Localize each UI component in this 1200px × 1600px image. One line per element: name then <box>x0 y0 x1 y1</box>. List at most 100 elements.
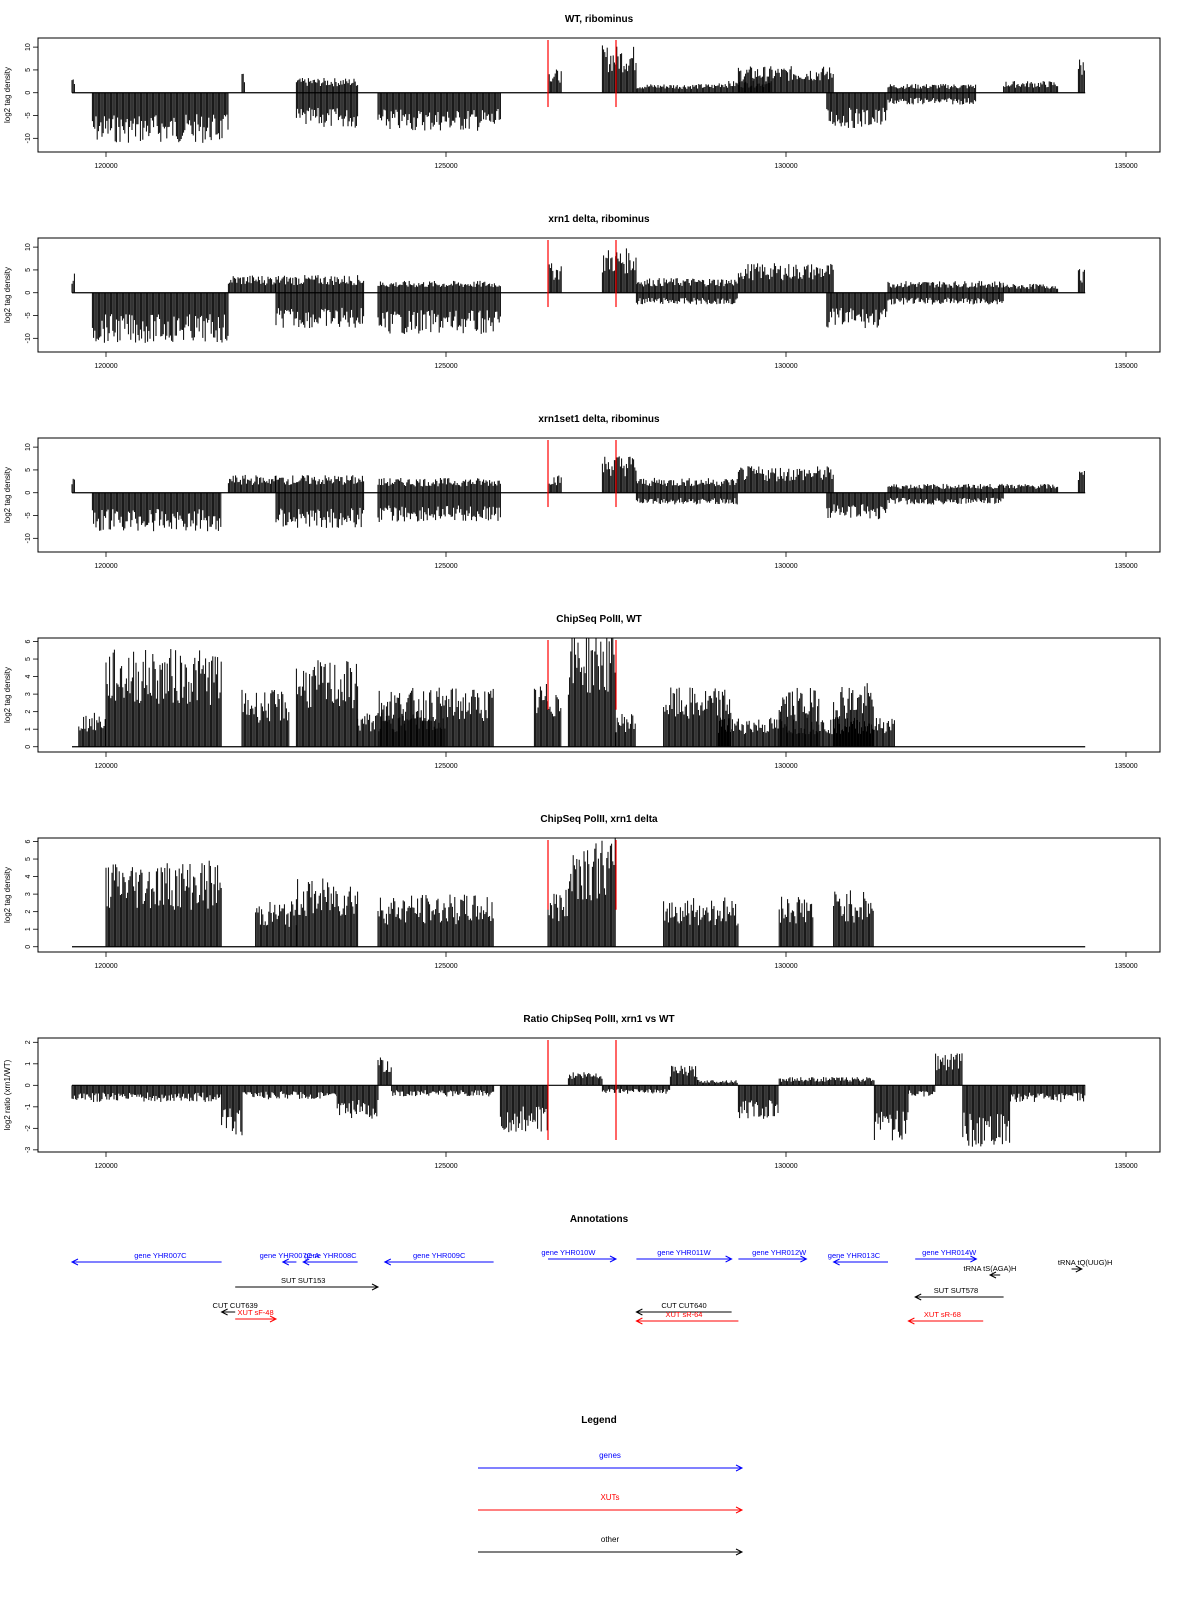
y-axis-label: log2 tag density <box>3 67 12 123</box>
y-tick-label: 0 <box>25 291 32 295</box>
data-region <box>737 1085 779 1119</box>
data-region <box>635 492 738 505</box>
data-region <box>295 660 359 747</box>
data-region <box>1077 269 1085 293</box>
data-region <box>377 92 501 131</box>
data-region <box>295 92 359 128</box>
data-region <box>833 890 874 947</box>
data-region <box>1077 471 1085 493</box>
data-region <box>547 69 562 93</box>
x-tick-label: 125000 <box>434 563 457 570</box>
data-region <box>887 492 1004 505</box>
x-tick-label: 130000 <box>774 163 797 170</box>
data-region <box>887 483 1004 493</box>
y-tick-label: 10 <box>25 43 32 51</box>
y-tick-label: 5 <box>25 468 32 472</box>
x-tick-label: 125000 <box>434 963 457 970</box>
data-region <box>1077 59 1085 93</box>
data-region <box>275 475 365 493</box>
data-region <box>635 278 738 293</box>
data-region <box>71 273 75 293</box>
data-region <box>377 1057 392 1086</box>
x-tick-label: 120000 <box>94 363 117 370</box>
data-region <box>601 248 637 293</box>
x-tick-label: 130000 <box>774 763 797 770</box>
data-region <box>377 477 501 493</box>
panel-4: ChipSeq PolII, WT log2 tag density 0 1 2 3 4 5 6… <box>3 614 1161 770</box>
x-tick-label: 135000 <box>1114 963 1137 970</box>
y-tick-label: 4 <box>25 675 32 679</box>
data-region <box>887 92 977 105</box>
y-tick-label: -2 <box>25 1125 32 1131</box>
x-tick-label: 120000 <box>94 563 117 570</box>
panel-title: xrn1set1 delta, ribominus <box>538 414 660 425</box>
data-region <box>737 263 834 293</box>
data-region <box>663 897 739 947</box>
data-region <box>377 280 501 293</box>
data-region <box>887 292 1004 305</box>
data-region <box>601 456 637 493</box>
data-region <box>91 292 229 343</box>
panel-title: ChipSeq PolII, xrn1 delta <box>540 814 658 825</box>
y-tick-label: 2 <box>25 1040 32 1044</box>
y-tick-label: 4 <box>25 875 32 879</box>
data-region <box>547 263 562 293</box>
y-tick-label: 0 <box>25 1083 32 1087</box>
y-tick-label: 0 <box>25 745 32 749</box>
data-region <box>601 45 637 93</box>
x-tick-label: 125000 <box>434 763 457 770</box>
data-region <box>826 492 888 520</box>
data-region <box>826 292 888 329</box>
data-region <box>547 475 562 493</box>
data-region <box>241 1085 338 1100</box>
data-region <box>255 901 297 947</box>
y-tick-label: 1 <box>25 727 32 731</box>
data-region <box>275 292 365 328</box>
panel-3: xrn1set1 delta, ribominus log2 tag densit… <box>3 414 1161 570</box>
x-tick-label: 120000 <box>94 163 117 170</box>
data-region <box>295 77 359 93</box>
y-tick-label: -5 <box>25 112 32 118</box>
data-region <box>635 84 718 93</box>
data-region <box>567 1072 603 1086</box>
data-region <box>1003 81 1059 93</box>
y-tick-label: 2 <box>25 910 32 914</box>
x-tick-label: 125000 <box>434 163 457 170</box>
data-region <box>91 492 222 532</box>
y-tick-label: 10 <box>25 243 32 251</box>
y-tick-label: -10 <box>25 333 32 343</box>
panel-title: WT, ribominus <box>565 14 634 25</box>
y-tick-label: -3 <box>25 1147 32 1153</box>
panel-6: Ratio ChipSeq PolII, xrn1 vs WT log2 rati… <box>3 1014 1161 1170</box>
data-region <box>241 73 245 93</box>
data-region <box>663 687 732 747</box>
y-tick-label: 10 <box>25 443 32 451</box>
y-tick-label: 2 <box>25 710 32 714</box>
data-region <box>826 92 888 128</box>
y-axis-label: log2 tag density <box>3 867 12 923</box>
y-tick-label: 0 <box>25 91 32 95</box>
y-tick-label: -5 <box>25 512 32 518</box>
y-tick-label: -10 <box>25 533 32 543</box>
y-axis-label: log2 tag density <box>3 667 12 723</box>
panel-2: xrn1 delta, ribominus log2 tag density 10 5… <box>3 214 1161 370</box>
x-tick-label: 120000 <box>94 963 117 970</box>
data-region <box>1003 283 1059 293</box>
panel-frame <box>37 37 1161 153</box>
data-region <box>78 712 106 747</box>
x-tick-label: 135000 <box>1114 763 1137 770</box>
x-tick-label: 135000 <box>1114 363 1137 370</box>
data-region <box>91 92 229 143</box>
panel-frame <box>37 437 1161 553</box>
y-axis-label: log2 tag density <box>3 267 12 323</box>
data-region <box>1003 483 1059 493</box>
data-region <box>275 275 365 293</box>
y-tick-label: 3 <box>25 692 32 696</box>
data-region <box>533 683 562 747</box>
y-tick-label: 1 <box>25 1062 32 1066</box>
data-region <box>697 1079 738 1086</box>
data-region <box>547 889 568 947</box>
x-tick-label: 135000 <box>1114 163 1137 170</box>
panel-frame <box>37 837 1161 953</box>
